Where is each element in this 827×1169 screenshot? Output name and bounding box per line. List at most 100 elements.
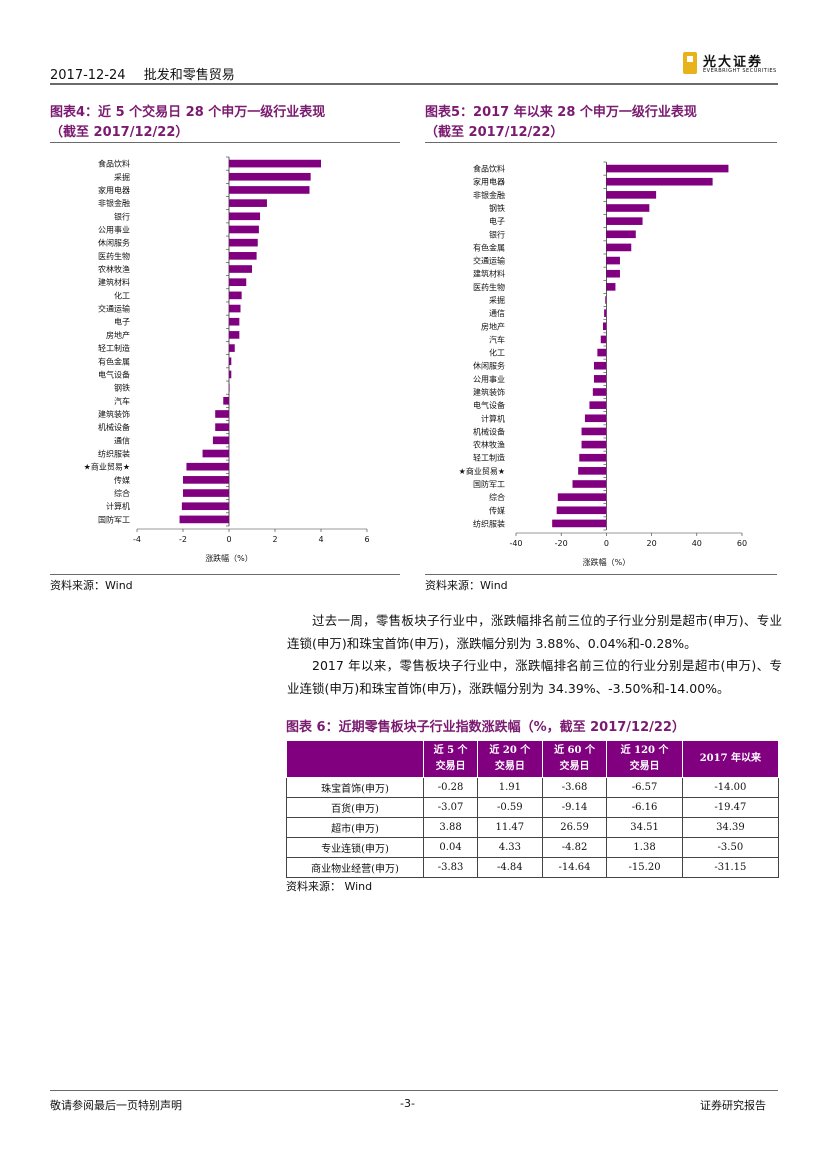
bar bbox=[229, 252, 257, 260]
table-cell: -3.50 bbox=[681, 837, 780, 858]
x-tick-label: 4 bbox=[318, 535, 323, 544]
category-label: 公用事业 bbox=[98, 224, 130, 234]
category-label: 建筑材料 bbox=[98, 277, 130, 287]
bar bbox=[592, 388, 607, 396]
bar bbox=[223, 396, 229, 405]
category-label: 综合 bbox=[489, 492, 505, 502]
table-cell: 专业连锁(申万) bbox=[285, 837, 425, 858]
table-cell: -0.28 bbox=[423, 777, 479, 798]
fig4-title: 图表4：近 5 个交易日 28 个申万一级行业表现 bbox=[50, 105, 326, 120]
bar bbox=[581, 440, 607, 449]
category-label: 计算机 bbox=[106, 501, 130, 511]
table-body: 珠宝首饰(申万) -0.28 1.91 -3.68 -6.57 -14.00 百货(申万) -… bbox=[285, 777, 780, 878]
category-label: 轻工制造 bbox=[473, 453, 505, 463]
x-tick-label: -4 bbox=[133, 535, 141, 544]
table-header-cell: 2017 年以来 bbox=[681, 740, 780, 778]
table-cell: 4.33 bbox=[477, 837, 543, 858]
bar bbox=[572, 480, 607, 488]
footer-report-type: 证券研究报告 bbox=[700, 1099, 766, 1112]
table-cell: 1.91 bbox=[477, 777, 543, 798]
bar bbox=[229, 212, 261, 221]
bar bbox=[593, 361, 607, 370]
bar bbox=[229, 172, 311, 181]
table-cell: -0.59 bbox=[477, 797, 543, 818]
table-row: 专业连锁(申万) 0.04 4.33 -4.82 1.38 -3.50 bbox=[285, 837, 780, 858]
fig5-subtitle: （截至 2017/12/22） bbox=[425, 125, 564, 140]
category-label: 食品饮料 bbox=[473, 164, 505, 174]
bar bbox=[229, 304, 241, 313]
bar bbox=[229, 265, 252, 273]
category-label: 建筑材料 bbox=[473, 269, 505, 279]
bar bbox=[202, 449, 229, 458]
bar bbox=[229, 199, 267, 207]
table-row: 超市(申万) 3.88 11.47 26.59 34.51 34.39 bbox=[285, 817, 780, 838]
category-label: 非银金融 bbox=[473, 190, 505, 200]
bar bbox=[584, 414, 607, 423]
bar bbox=[593, 375, 607, 383]
table-row: 商业物业经营(申万) -3.83 -4.84 -14.64 -15.20 -31.15 bbox=[285, 857, 780, 878]
bar bbox=[606, 269, 620, 278]
category-label: 银行 bbox=[114, 211, 130, 221]
fig4-bar-chart: 食品饮料采掘家用电器非银金融银行公用事业休闲服务医药生物农林牧渔建筑材料化工交通… bbox=[84, 156, 370, 563]
table-header-cell: 近 120 个交易日 bbox=[606, 740, 683, 778]
bar bbox=[557, 493, 607, 501]
x-tick-label: -2 bbox=[179, 535, 187, 544]
logo-mark-icon bbox=[683, 52, 697, 74]
bar bbox=[597, 348, 607, 357]
fig5-title-block: 图表5：2017 年以来 28 个申万一级行业表现 （截至 2017/12/22… bbox=[425, 103, 785, 143]
bar bbox=[578, 467, 607, 475]
table-cell: -3.07 bbox=[423, 797, 479, 818]
table-cell: -6.57 bbox=[606, 777, 683, 798]
category-label: 家用电器 bbox=[98, 185, 130, 195]
category-label: 交通运输 bbox=[98, 304, 130, 314]
fig4-subtitle: （截至 2017/12/22） bbox=[50, 125, 189, 140]
table-cell: -14.64 bbox=[541, 857, 608, 878]
bar bbox=[556, 506, 607, 515]
table-cell: 百货(申万) bbox=[285, 797, 425, 818]
table-cell: 11.47 bbox=[477, 817, 543, 838]
category-label: 食品饮料 bbox=[98, 159, 130, 169]
bar bbox=[229, 370, 232, 379]
bar bbox=[606, 256, 620, 265]
bar bbox=[600, 335, 607, 344]
category-label: ★商业贸易★ bbox=[84, 462, 130, 472]
bar bbox=[229, 238, 258, 247]
category-label: 休闲服务 bbox=[98, 238, 130, 248]
table-cell: -15.20 bbox=[606, 857, 683, 878]
bar bbox=[179, 515, 229, 524]
bar bbox=[229, 225, 259, 234]
x-tick-label: 2 bbox=[272, 535, 277, 544]
x-tick-label: 0 bbox=[226, 535, 231, 544]
table-cell: 34.39 bbox=[681, 817, 780, 838]
category-label: 有色金属 bbox=[473, 242, 505, 252]
table-cell: -6.16 bbox=[606, 797, 683, 818]
fig5-source: 资料来源：Wind bbox=[425, 579, 508, 592]
bar bbox=[215, 423, 229, 431]
category-label: 通信 bbox=[114, 435, 130, 445]
summary-paragraph: 过去一周，零售板块子行业中，涨跌幅排名前三位的子行业分别是超市(申万)、专业连锁… bbox=[287, 610, 782, 700]
category-label: 农林牧渔 bbox=[473, 440, 505, 450]
table-row: 珠宝首饰(申万) -0.28 1.91 -3.68 -6.57 -14.00 bbox=[285, 777, 780, 798]
header-date: 2017-12-24 bbox=[50, 68, 126, 83]
category-label: 电气设备 bbox=[473, 400, 505, 410]
page-header: 2017-12-24 批发和零售贸易 bbox=[50, 64, 249, 83]
x-tick-label: -40 bbox=[509, 539, 522, 548]
bar bbox=[183, 489, 229, 497]
category-label: 通信 bbox=[489, 308, 505, 318]
x-tick-label: 40 bbox=[692, 539, 702, 548]
fig5-bar-chart: 食品饮料家用电器非银金融钢铁电子银行有色金属交通运输建筑材料医药生物采掘通信房地… bbox=[459, 161, 747, 567]
category-label: 机械设备 bbox=[473, 426, 505, 436]
category-label: 农林牧渔 bbox=[98, 264, 130, 274]
category-label: 非银金融 bbox=[98, 198, 130, 208]
bar bbox=[606, 204, 650, 212]
bar bbox=[552, 519, 607, 528]
table-header-cell: 近 5 个交易日 bbox=[423, 740, 479, 778]
logo-text-cn: 光大证券 bbox=[703, 55, 764, 70]
category-label: 有色金属 bbox=[98, 356, 130, 366]
bar bbox=[603, 322, 607, 331]
category-label: 银行 bbox=[489, 229, 505, 239]
category-label: 化工 bbox=[114, 290, 130, 300]
bar bbox=[215, 410, 229, 418]
category-label: 钢铁 bbox=[114, 383, 130, 393]
table-cell: 34.51 bbox=[606, 817, 683, 838]
